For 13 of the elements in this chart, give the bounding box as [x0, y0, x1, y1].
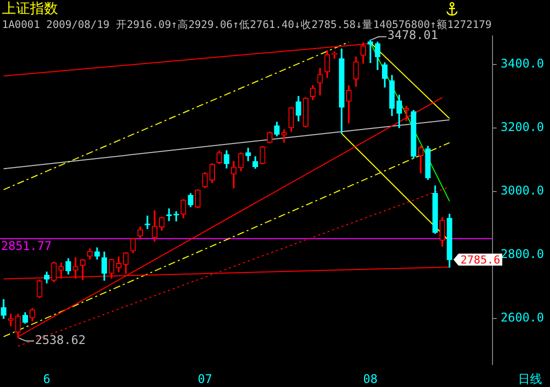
x-tick-label: 08: [363, 372, 378, 386]
y-tick-label: 3400.0: [500, 56, 544, 71]
y-tick-label: 3000.0: [500, 184, 544, 198]
y-tick-label: 3200.0: [500, 120, 544, 134]
chart-title: 上证指数: [2, 0, 58, 18]
ref-line-label: 2851.77: [1, 238, 52, 253]
y-tick-label: 2600.0: [500, 310, 544, 325]
x-tick-label: 07: [198, 372, 212, 386]
y-tick-label: 2800.0: [500, 247, 544, 262]
text: 2785.6: [460, 254, 500, 267]
text: 日线: [518, 372, 542, 386]
annotation: 2538.62: [34, 333, 86, 348]
x-tick-label: 6: [43, 372, 50, 386]
